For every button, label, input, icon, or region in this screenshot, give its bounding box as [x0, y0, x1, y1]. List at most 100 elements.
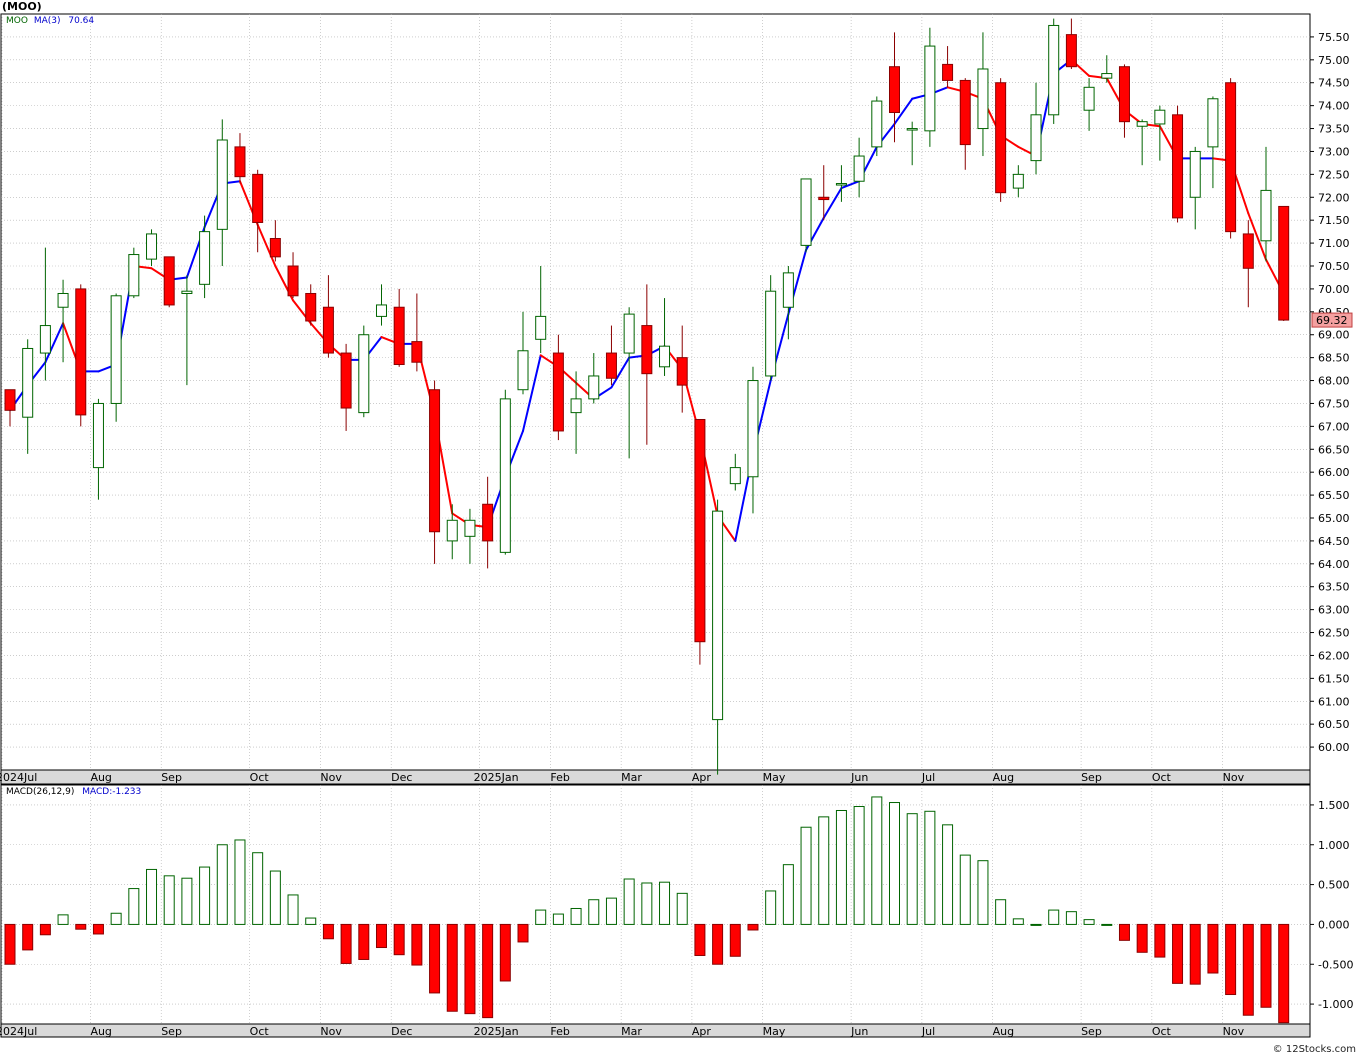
price-tick-label: 65.50: [1318, 489, 1350, 502]
candle-up: [659, 345, 671, 368]
candle-up: [712, 510, 724, 721]
macd-bar-positive: [853, 806, 865, 925]
macd-bar-negative: [1154, 923, 1166, 958]
macd-bar-positive: [871, 796, 883, 925]
price-tick-label: 64.00: [1318, 558, 1350, 571]
candle-up: [57, 292, 69, 308]
ma-segment: [1247, 212, 1267, 261]
macd-bar-negative: [1242, 923, 1254, 1016]
candle-down: [393, 306, 405, 366]
ma-segment: [44, 322, 65, 364]
candle-up: [871, 100, 883, 148]
macd-bar-positive: [623, 878, 635, 925]
price-tick-label: 70.00: [1318, 283, 1350, 296]
macd-month-label: 2025Jan: [474, 1025, 519, 1038]
macd-bar-positive: [269, 870, 281, 925]
candle-down: [75, 288, 87, 416]
candle-down: [995, 82, 1007, 194]
macd-bar-positive: [889, 802, 900, 925]
candle-down: [1225, 82, 1237, 233]
macd-bar-negative: [393, 923, 405, 956]
macd-bar-negative: [1260, 923, 1272, 1008]
price-tick-label: 65.00: [1318, 512, 1350, 525]
price-tick-label: 75.50: [1318, 31, 1350, 44]
macd-bar-negative: [1225, 923, 1237, 996]
macd-bar-negative: [1207, 923, 1219, 974]
candle-up: [1012, 173, 1024, 189]
candle-up: [39, 325, 51, 354]
macd-month-label: Apr: [692, 1025, 712, 1038]
candle-up: [765, 290, 777, 377]
macd-bar-positive: [959, 854, 971, 925]
macd-bar-positive: [252, 852, 264, 925]
candle-down: [552, 352, 564, 432]
macd-bar-negative: [4, 923, 16, 965]
candle-up: [747, 380, 759, 478]
macd-bar-negative: [39, 923, 51, 936]
macd-tick-label: -1.000: [1318, 998, 1353, 1011]
month-label: Nov: [320, 771, 342, 784]
price-tick-label: 74.50: [1318, 77, 1350, 90]
candle-up: [1260, 189, 1272, 242]
macd-bar-positive: [676, 892, 688, 925]
candle-down: [163, 256, 175, 306]
month-label: May: [763, 771, 786, 784]
candle-up: [1048, 24, 1060, 116]
month-label: Aug: [993, 771, 1014, 784]
price-tick-label: 70.50: [1318, 260, 1350, 273]
macd-bar-positive: [535, 909, 547, 925]
price-tick-label: 66.50: [1318, 443, 1350, 456]
macd-bar-positive: [128, 888, 140, 925]
macd-legend: MACD(26,12,9) MACD:-1.233: [6, 787, 141, 797]
macd-month-label: May: [763, 1025, 786, 1038]
macd-month-label: Jul: [921, 1025, 935, 1038]
candle-up: [216, 139, 228, 230]
month-label: Nov: [1223, 771, 1245, 784]
candle-up: [977, 68, 989, 130]
macd-panel-frame: [0, 784, 1311, 1025]
candle-up: [924, 45, 936, 132]
candle-down: [676, 357, 688, 386]
candle-down: [605, 352, 617, 379]
candle-down: [411, 341, 423, 363]
candle-up: [517, 350, 529, 391]
macd-bar-positive: [1012, 918, 1024, 925]
last-price-label: 69.32: [1316, 314, 1348, 327]
month-label: Sep: [161, 771, 182, 784]
macd-month-label: Dec: [391, 1025, 412, 1038]
price-tick-label: 72.00: [1318, 191, 1350, 204]
candle-up: [1136, 121, 1148, 127]
candle-up: [1030, 114, 1042, 162]
macd-month-label: Oct: [1152, 1025, 1172, 1038]
candle-down: [429, 389, 441, 533]
price-tick-label: 67.50: [1318, 397, 1350, 410]
price-x-band: [0, 769, 1311, 785]
macd-bar-negative: [375, 923, 387, 949]
candle-down: [1242, 233, 1254, 269]
month-label: 2024Jul: [0, 771, 37, 784]
macd-month-label: Jun: [850, 1025, 868, 1038]
candle-up: [181, 290, 193, 294]
candle-down: [4, 389, 16, 411]
candle-up: [729, 467, 741, 485]
macd-bar-positive: [57, 914, 69, 925]
candle-up: [375, 304, 387, 317]
price-tick-label: 74.00: [1318, 100, 1350, 113]
price-panel-frame: [0, 13, 1311, 771]
macd-bar-positive: [765, 890, 777, 925]
macd-value: MACD:-1.233: [82, 787, 142, 797]
price-tick-label: 60.50: [1318, 718, 1350, 731]
month-label: Aug: [90, 771, 111, 784]
macd-month-label: Nov: [320, 1025, 342, 1038]
price-tick-label: 75.00: [1318, 54, 1350, 67]
candle-down: [641, 325, 653, 375]
candle-down: [340, 352, 352, 409]
macd-month-label: Aug: [90, 1025, 111, 1038]
macd-bar-positive: [552, 913, 564, 925]
macd-bar-positive: [163, 875, 175, 925]
ma-segment: [522, 354, 542, 432]
macd-bar-negative: [411, 923, 423, 966]
candle-up: [1101, 73, 1113, 79]
macd-bar-negative: [1172, 923, 1184, 984]
candle-up: [358, 334, 370, 414]
